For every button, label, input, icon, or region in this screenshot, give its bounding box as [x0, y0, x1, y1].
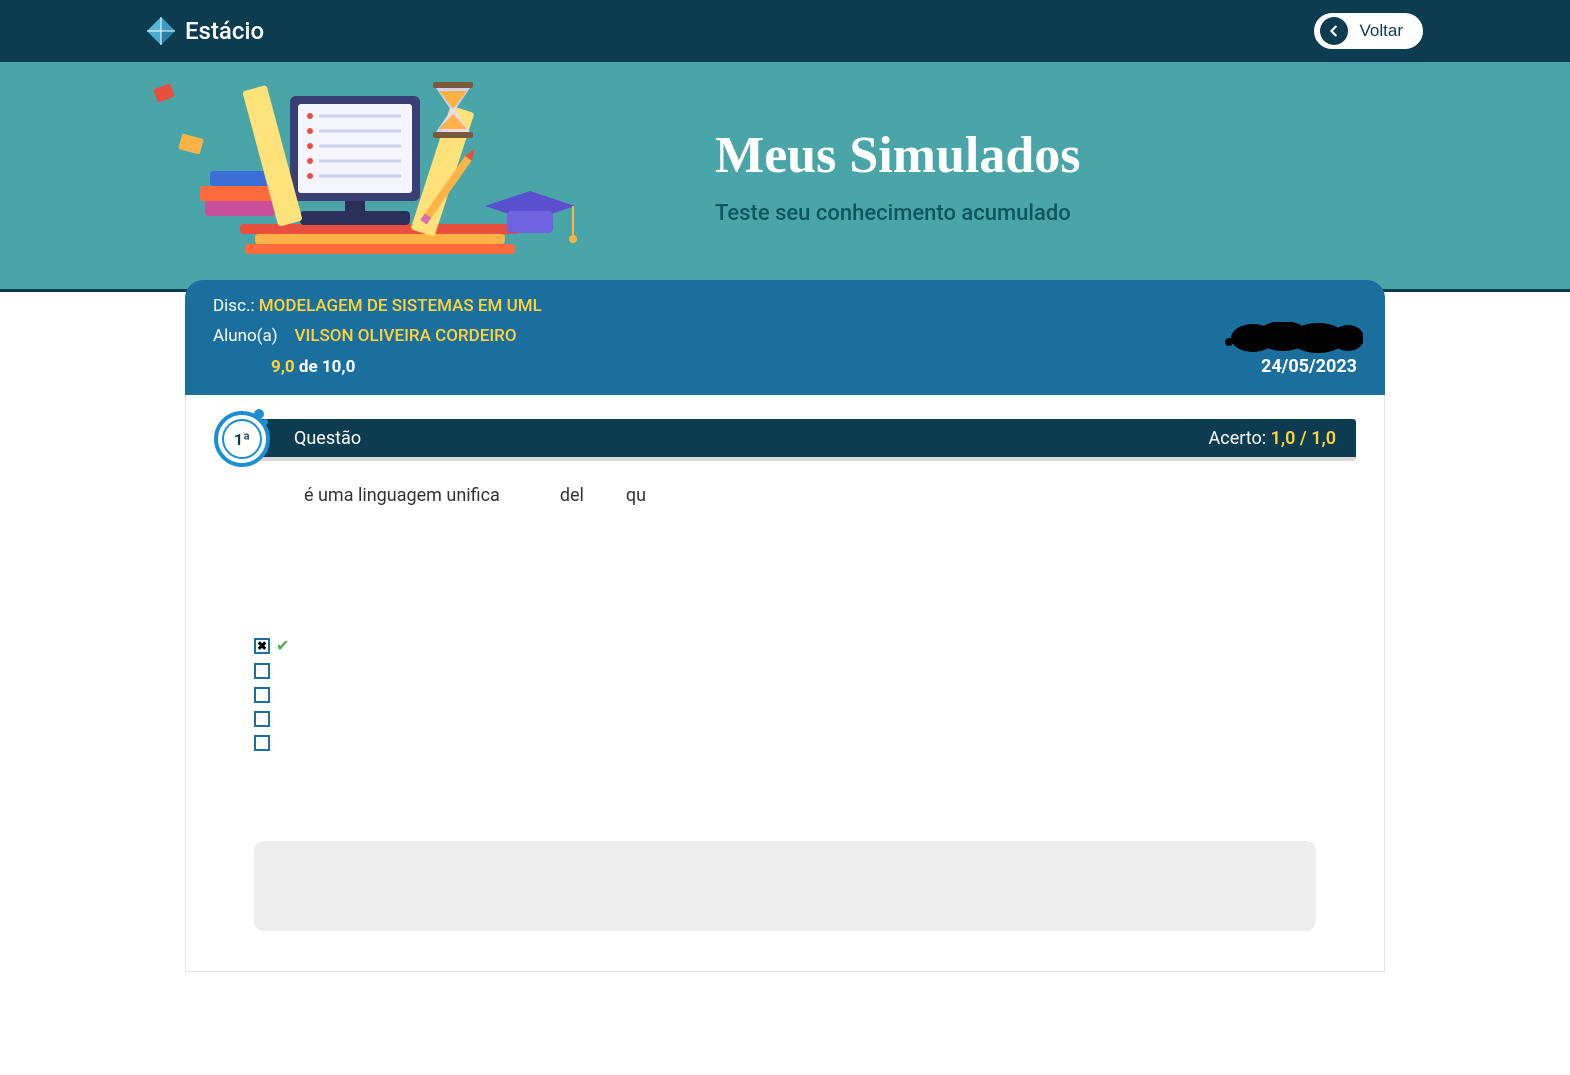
- question-label: Questão: [294, 428, 361, 449]
- hero-illustration: [145, 76, 605, 276]
- exam-content: Questão Acerto: 1,0 / 1,0 1ª é uma lingu…: [185, 395, 1385, 972]
- question-text-fragment: é uma linguagem unifica: [304, 485, 500, 506]
- brand-logo-icon: [145, 15, 177, 47]
- brand-text: Estácio: [185, 17, 264, 45]
- question-score-slash: /: [1295, 428, 1311, 449]
- discipline-label: Disc.:: [213, 296, 255, 316]
- answer-option[interactable]: [254, 735, 1356, 751]
- question-score-got: 1,0: [1271, 428, 1296, 449]
- info-bottom-row: 9,0 de 10,0 24/05/2023: [213, 356, 1357, 377]
- question-bar: Questão Acerto: 1,0 / 1,0: [224, 419, 1356, 461]
- score-value: 9,0: [271, 357, 295, 377]
- discipline-row: Disc.: MODELAGEM DE SISTEMAS EM UML: [213, 296, 1357, 316]
- checkbox-icon: [254, 663, 270, 679]
- topbar: Estácio Voltar: [0, 0, 1570, 62]
- correct-check-icon: ✔: [276, 636, 289, 655]
- exam-info-card: Disc.: MODELAGEM DE SISTEMAS EM UML Alun…: [185, 280, 1385, 395]
- main-wrap: Disc.: MODELAGEM DE SISTEMAS EM UML Alun…: [0, 280, 1570, 972]
- hero-banner: Meus Simulados Teste seu conhecimento ac…: [0, 62, 1570, 292]
- page-title: Meus Simulados: [715, 126, 1081, 185]
- hero-text: Meus Simulados Teste seu conhecimento ac…: [715, 126, 1081, 226]
- feedback-box: [254, 841, 1316, 931]
- score-sep: de: [295, 357, 322, 377]
- discipline-value: MODELAGEM DE SISTEMAS EM UML: [259, 296, 542, 316]
- answer-option[interactable]: [254, 711, 1356, 727]
- page-subtitle: Teste seu conhecimento acumulado: [715, 201, 1081, 226]
- total-score: 9,0 de 10,0: [213, 357, 355, 377]
- question-text-fragment: del: [560, 485, 584, 506]
- chevron-left-icon: [1320, 17, 1348, 45]
- answer-option[interactable]: [254, 663, 1356, 679]
- student-value: VILSON OLIVEIRA CORDEIRO: [295, 326, 517, 346]
- question-score-max: 1,0: [1311, 428, 1336, 449]
- answer-options: ✖✔: [214, 606, 1356, 751]
- checkbox-icon: [254, 687, 270, 703]
- redacted-area: [1223, 322, 1363, 354]
- back-button-label: Voltar: [1360, 21, 1403, 41]
- checkbox-icon: [254, 711, 270, 727]
- brand: Estácio: [145, 15, 264, 47]
- score-max: 10,0: [322, 357, 355, 377]
- student-row: Aluno(a) VILSON OLIVEIRA CORDEIRO: [213, 326, 1357, 346]
- exam-date: 24/05/2023: [1261, 356, 1357, 377]
- question-text: é uma linguagem unifica del qu: [214, 479, 1356, 506]
- back-button[interactable]: Voltar: [1312, 11, 1425, 51]
- question-number-badge: 1ª: [214, 411, 270, 467]
- question-score-label: Acerto:: [1209, 428, 1271, 449]
- question-number: 1ª: [222, 419, 262, 459]
- answer-option[interactable]: ✖✔: [254, 636, 1356, 655]
- answer-option[interactable]: [254, 687, 1356, 703]
- question-header: Questão Acerto: 1,0 / 1,0 1ª: [214, 419, 1356, 461]
- question-score: Acerto: 1,0 / 1,0: [1209, 428, 1336, 449]
- question-text-fragment: qu: [626, 485, 646, 506]
- checkbox-checked-icon: ✖: [254, 638, 270, 654]
- student-label: Aluno(a): [213, 326, 278, 346]
- checkbox-icon: [254, 735, 270, 751]
